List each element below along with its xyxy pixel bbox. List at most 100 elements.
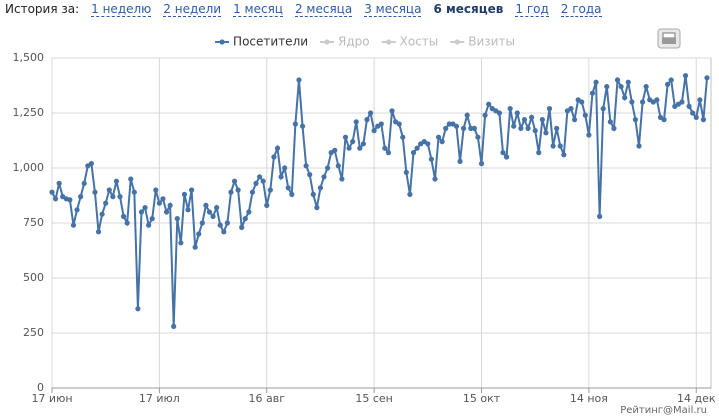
data-point	[439, 139, 445, 145]
data-point	[550, 143, 556, 149]
data-point	[639, 99, 646, 105]
period-link[interactable]: 1 год	[515, 2, 549, 17]
data-point	[171, 323, 177, 329]
data-point	[117, 194, 123, 200]
data-point	[264, 202, 270, 208]
data-point	[149, 216, 155, 222]
data-point	[299, 123, 306, 129]
data-point	[607, 119, 613, 125]
data-point	[571, 117, 578, 123]
data-point	[525, 125, 531, 131]
data-point	[163, 209, 170, 215]
data-point	[217, 222, 223, 228]
data-point	[561, 152, 567, 158]
data-point	[486, 101, 492, 107]
data-point	[156, 200, 162, 206]
data-point	[95, 229, 102, 235]
data-point	[410, 150, 417, 156]
data-point	[131, 189, 137, 195]
data-point	[697, 97, 703, 103]
data-point	[704, 75, 710, 81]
period-link[interactable]: 1 неделю	[91, 2, 152, 17]
period-link[interactable]: 6 месяцев	[433, 2, 504, 16]
data-point	[199, 220, 205, 226]
data-point	[611, 125, 617, 131]
legend-item[interactable]: Визиты	[450, 35, 515, 49]
data-point	[600, 106, 606, 112]
data-point	[385, 150, 392, 156]
data-point	[81, 180, 87, 186]
data-point	[342, 134, 349, 140]
data-point	[138, 209, 145, 215]
data-point	[120, 213, 127, 219]
period-link[interactable]: 2 месяца	[294, 2, 353, 17]
data-point	[153, 187, 159, 193]
data-point	[260, 178, 266, 184]
data-point	[346, 145, 352, 151]
data-point	[546, 106, 553, 112]
credit: Рейтинг@Mail.ru	[620, 405, 707, 416]
data-point	[679, 99, 685, 105]
data-point	[371, 128, 377, 134]
y-tick-label: 1,500	[13, 51, 45, 64]
y-tick-label: 500	[23, 271, 44, 284]
data-point	[335, 163, 341, 169]
data-point	[357, 145, 363, 151]
data-point	[589, 90, 596, 96]
data-point	[228, 189, 234, 195]
data-point	[532, 128, 538, 134]
data-point	[407, 191, 413, 197]
legend-label: Хосты	[400, 35, 439, 49]
data-point	[360, 141, 366, 147]
data-point	[446, 121, 452, 127]
legend-marker	[219, 39, 225, 45]
period-link[interactable]: 1 месяц	[233, 2, 283, 17]
data-point	[539, 117, 545, 123]
y-tick-label: 750	[23, 216, 44, 229]
data-point	[604, 84, 610, 90]
data-point	[367, 110, 374, 116]
legend-item[interactable]: Хосты	[381, 35, 439, 49]
data-point	[382, 145, 388, 151]
data-point	[622, 95, 628, 101]
data-point	[682, 73, 689, 79]
data-point	[103, 200, 109, 206]
data-point	[453, 123, 460, 129]
data-point	[500, 150, 506, 156]
legend-item[interactable]: Ядро	[320, 35, 370, 49]
data-point	[350, 139, 356, 145]
period-link[interactable]: 2 недели	[163, 2, 222, 17]
period-link[interactable]: 2 года	[560, 2, 602, 17]
data-point	[221, 229, 227, 235]
print-button[interactable]	[657, 28, 681, 49]
data-point	[174, 216, 180, 222]
data-point	[271, 154, 277, 160]
data-point	[235, 187, 241, 193]
data-point	[192, 244, 198, 250]
data-point	[253, 180, 259, 186]
data-point	[206, 209, 213, 215]
data-point	[468, 125, 474, 131]
data-point	[503, 154, 510, 160]
data-point	[142, 205, 148, 211]
data-point	[428, 156, 434, 162]
data-point	[457, 158, 463, 164]
data-point	[278, 174, 284, 180]
legend-item[interactable]: Посетители	[215, 35, 308, 49]
data-point	[267, 187, 273, 193]
data-point	[625, 79, 631, 85]
data-point	[310, 191, 316, 197]
data-point	[167, 202, 173, 208]
data-point	[353, 119, 359, 125]
data-point	[282, 165, 288, 171]
legend-marker	[324, 39, 330, 45]
period-link[interactable]: 3 месяца	[364, 2, 422, 17]
data-point	[74, 207, 80, 213]
data-point	[321, 174, 327, 180]
data-point	[629, 99, 635, 105]
data-point	[686, 103, 692, 109]
data-point	[435, 134, 442, 140]
data-point	[285, 185, 291, 191]
data-point	[196, 231, 202, 237]
data-point	[478, 161, 485, 167]
